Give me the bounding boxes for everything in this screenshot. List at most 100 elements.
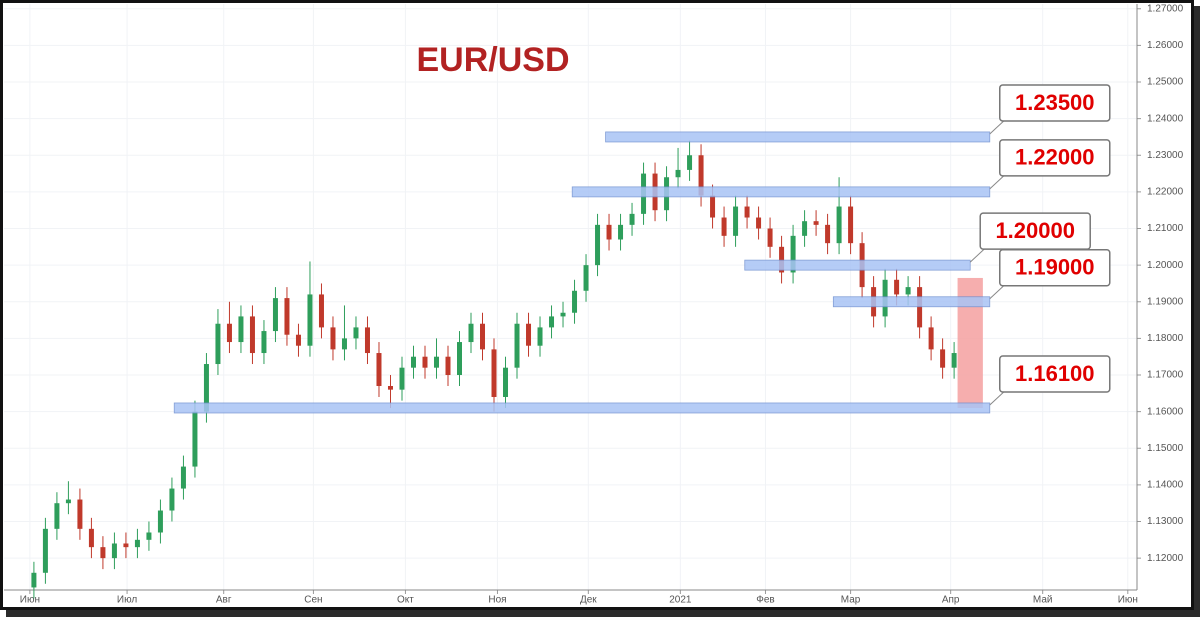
callout-box (999, 249, 1111, 287)
y-tick-label: 1.20000 (1147, 260, 1184, 271)
x-tick-label: 2021 (669, 595, 692, 606)
candle-body (629, 213, 635, 225)
level-zone (173, 402, 991, 414)
candle-body (767, 228, 773, 247)
candle-body (687, 155, 693, 170)
x-tick-label: Дек (580, 595, 597, 606)
candle-body (146, 532, 152, 540)
candle-body (284, 298, 290, 335)
level-zone (832, 296, 991, 308)
candle-body (802, 221, 808, 236)
level-zone (571, 186, 991, 198)
callout-pointer (989, 391, 1005, 406)
callout-box (999, 139, 1111, 177)
candle-body (376, 353, 382, 386)
x-tick-label: Июл (117, 595, 137, 606)
y-tick-label: 1.17000 (1147, 370, 1184, 381)
level-label: 1.19000 (1015, 255, 1095, 280)
candle-body (583, 265, 589, 291)
candle-body (318, 294, 324, 328)
x-tick-label: Фев (756, 595, 774, 606)
candle-body (595, 224, 601, 266)
x-tick-label: Мар (841, 595, 861, 606)
x-tick-label: Авг (216, 595, 232, 606)
candle-body (215, 323, 221, 365)
candle-body (249, 316, 255, 354)
candle-body (226, 323, 232, 343)
candle-body (111, 543, 117, 559)
candle-body (710, 195, 716, 218)
candle-body (940, 349, 946, 368)
candle-body (134, 539, 140, 548)
candle-body (675, 169, 681, 178)
y-tick-label: 1.27000 (1147, 3, 1184, 14)
x-tick-label: Май (1033, 595, 1053, 606)
candle-body (410, 356, 416, 368)
chart-title: EUR/USD (416, 41, 569, 79)
level-label: 1.16100 (1015, 361, 1095, 386)
y-tick-label: 1.12000 (1147, 553, 1184, 564)
candle-body (77, 499, 83, 529)
y-tick-label: 1.19000 (1147, 296, 1184, 307)
x-tick-label: Июн (1118, 595, 1138, 606)
candle-body (123, 543, 129, 548)
candle-body (526, 323, 532, 346)
candle-body (330, 327, 336, 350)
x-tick-label: Апр (942, 595, 960, 606)
candle-body (537, 327, 543, 346)
level-label: 1.22000 (1015, 145, 1095, 170)
y-tick-label: 1.18000 (1147, 333, 1184, 344)
y-tick-label: 1.22000 (1147, 187, 1184, 198)
candle-body (192, 411, 198, 467)
x-tick-label: Ноя (488, 595, 506, 606)
candle-body (387, 385, 393, 390)
x-tick-label: Окт (397, 595, 414, 606)
callout-pointer (969, 248, 985, 263)
callout-box (999, 84, 1111, 122)
callout-box (999, 355, 1111, 393)
candle-body (353, 327, 359, 339)
candle-body (203, 364, 209, 412)
candle-body (951, 353, 957, 368)
y-tick-label: 1.24000 (1147, 113, 1184, 124)
candle-body (54, 503, 60, 529)
candle-body (790, 235, 796, 273)
candle-body (549, 316, 555, 328)
candle-body (491, 349, 497, 397)
candle-body (364, 327, 370, 354)
candle-body (238, 316, 244, 343)
level-zone (744, 259, 971, 271)
candle-body (928, 327, 934, 350)
candle-body (88, 528, 94, 548)
candle-body (422, 356, 428, 368)
y-tick-label: 1.15000 (1147, 443, 1184, 454)
candle-body (721, 217, 727, 236)
level-label: 1.23500 (1015, 90, 1095, 115)
candle-body (272, 298, 278, 332)
candle-body (606, 224, 612, 240)
candle-body (756, 217, 762, 229)
candle-body (65, 499, 71, 504)
candle-body (307, 294, 313, 346)
candle-body (295, 334, 301, 346)
candle-body (341, 338, 347, 350)
candle-body (169, 488, 175, 511)
candle-body (698, 155, 704, 196)
candle-body (480, 323, 486, 350)
y-tick-label: 1.16000 (1147, 406, 1184, 417)
callout-pointer (989, 285, 1005, 300)
candle-body (457, 342, 463, 376)
candle-body (572, 290, 578, 313)
candle-body (157, 510, 163, 533)
candle-body (433, 356, 439, 368)
x-tick-label: Сен (304, 595, 322, 606)
level-label: 1.20000 (995, 218, 1075, 243)
candle-body (825, 224, 831, 244)
candle-body (445, 356, 451, 376)
candle-body (31, 572, 37, 588)
x-tick-label: Июн (20, 595, 40, 606)
candle-body (744, 206, 750, 218)
y-tick-label: 1.26000 (1147, 40, 1184, 51)
